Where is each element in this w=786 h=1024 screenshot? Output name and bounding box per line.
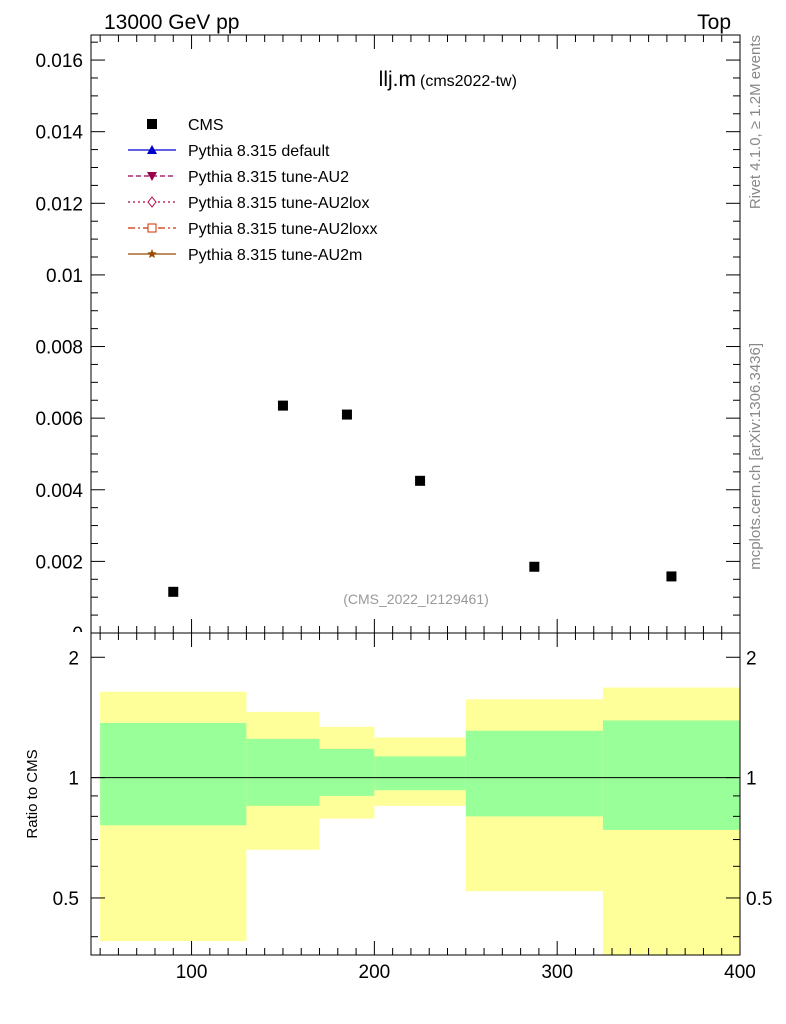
ratio-bands xyxy=(100,687,740,955)
ratio-inner-band xyxy=(100,722,247,826)
x-tick-label: 200 xyxy=(359,962,391,983)
ratio-frame xyxy=(90,632,741,956)
y-tick-label: 0.002 xyxy=(35,552,83,573)
x-tick-label: 100 xyxy=(176,962,208,983)
cms-data-points xyxy=(168,400,677,597)
y-tick-label-zero: 0 xyxy=(72,624,83,645)
legend-label: Pythia 8.315 tune-AU2m xyxy=(188,247,362,264)
ratio-inner-band xyxy=(246,738,320,806)
plot-subtitle: (cms2022-tw) xyxy=(420,73,517,90)
analysis-label: (CMS_2022_I2129461) xyxy=(343,591,489,607)
rivet-label: Rivet 4.1.0, ≥ 1.2M events xyxy=(747,35,764,209)
cms-data-point xyxy=(415,475,426,486)
x-tick-label: 300 xyxy=(541,962,573,983)
cms-data-point xyxy=(529,561,540,572)
y-tick-label: 0.012 xyxy=(35,194,83,215)
ratio-inner-band xyxy=(465,730,603,817)
cms-data-point xyxy=(277,400,288,411)
legend-marker-triangle-up xyxy=(147,145,157,154)
ratio-y-tick-label-right: 1 xyxy=(746,769,757,790)
cms-data-point xyxy=(168,586,179,597)
ratio-inner-band xyxy=(374,756,466,791)
ratio-y-tick-label-right: 0.5 xyxy=(746,889,772,910)
legend-marker-diamond xyxy=(147,196,157,208)
ratio-y-axis: 0.5 0.5 1 1 2 2 xyxy=(53,648,772,938)
ratio-inner-band xyxy=(602,720,740,830)
y-tick-label: 0.006 xyxy=(35,409,83,430)
header-energy-label: 13000 GeV pp xyxy=(104,11,239,34)
mcplots-label: mcplots.cern.ch [arXiv:1306.3436] xyxy=(747,343,764,570)
cms-data-point xyxy=(666,571,677,582)
ratio-x-axis: 100 200 300 400 xyxy=(99,633,756,983)
ratio-inner-band xyxy=(319,748,375,796)
y-tick-label: 0.01 xyxy=(46,266,83,287)
main-x-ticks xyxy=(99,35,741,633)
legend-marker-star xyxy=(147,249,157,259)
header-process-label: Top xyxy=(697,11,731,34)
y-tick-label: 0.016 xyxy=(35,51,83,72)
main-y-axis: 0.002 0.004 0.006 0.008 0.01 0.012 0.014 0.016 0 xyxy=(35,41,740,645)
cms-data-point xyxy=(341,409,352,420)
y-tick-label: 0.004 xyxy=(35,481,83,502)
legend-label: Pythia 8.315 tune-AU2 xyxy=(188,169,349,186)
y-tick-label: 0.014 xyxy=(35,123,83,144)
legend-marker-triangle-down xyxy=(147,172,157,181)
legend-label: Pythia 8.315 tune-AU2loxx xyxy=(188,221,377,238)
legend: CMS Pythia 8.315 default Pythia 8.315 tune… xyxy=(128,117,377,264)
ratio-panel: 0.5 0.5 1 1 2 2 100 200 300 400 Ratio to CMS xyxy=(24,632,772,983)
ratio-y-tick-label-left: 1 xyxy=(68,769,79,790)
ratio-y-tick-label-left: 2 xyxy=(68,648,79,669)
legend-label: Pythia 8.315 tune-AU2lox xyxy=(188,195,369,212)
x-tick-label: 400 xyxy=(724,962,756,983)
legend-label: CMS xyxy=(188,117,224,134)
legend-marker-open-square xyxy=(147,223,157,233)
main-panel: 0.0020.0040.0060.0080.010.0120.0140.0160… xyxy=(35,34,741,645)
ratio-y-tick-label-left: 0.5 xyxy=(53,889,79,910)
plot-title: llj.m xyxy=(379,68,416,91)
ratio-y-label: Ratio to CMS xyxy=(24,749,41,838)
y-tick-label: 0.008 xyxy=(35,338,83,359)
legend-marker-cms xyxy=(147,119,157,129)
ratio-y-tick-label-right: 2 xyxy=(746,648,757,669)
legend-label: Pythia 8.315 default xyxy=(188,143,330,160)
